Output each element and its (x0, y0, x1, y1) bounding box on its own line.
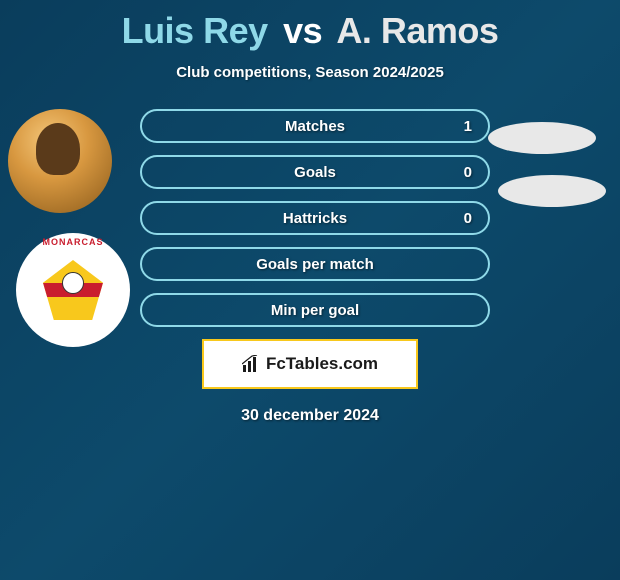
stats-bars: Matches 1 Goals 0 Hattricks 0 Goals per … (140, 109, 490, 327)
bar-chart-icon (242, 355, 260, 373)
stat-row-hattricks: Hattricks 0 (140, 201, 490, 235)
date-text: 30 december 2024 (0, 407, 620, 425)
player2-stat-ellipse (498, 175, 606, 207)
stat-label: Goals (294, 164, 336, 181)
stat-label: Hattricks (283, 210, 347, 227)
stat-row-min-per-goal: Min per goal (140, 293, 490, 327)
fctables-logo[interactable]: FcTables.com (202, 339, 418, 389)
stat-row-goals-per-match: Goals per match (140, 247, 490, 281)
stat-pill: Goals per match (140, 247, 490, 281)
stat-row-matches: Matches 1 (140, 109, 490, 143)
stat-value: 1 (464, 118, 472, 135)
player2-stat-ellipse (488, 122, 596, 154)
comparison-title: Luis Rey vs A. Ramos (0, 0, 620, 52)
stat-value: 0 (464, 164, 472, 181)
stat-label: Goals per match (256, 256, 374, 273)
player2-name: A. Ramos (336, 10, 498, 51)
stat-row-goals: Goals 0 (140, 155, 490, 189)
player1-name: Luis Rey (122, 10, 268, 51)
badge-ball-icon (62, 272, 84, 294)
vs-text: vs (283, 10, 322, 51)
stat-pill: Min per goal (140, 293, 490, 327)
stat-pill: Hattricks 0 (140, 201, 490, 235)
stat-value: 0 (464, 210, 472, 227)
badge-arc-text: MONARCAS (16, 237, 130, 247)
avatars-column: MONARCAS (8, 109, 128, 347)
player2-club-badge: MONARCAS (16, 233, 130, 347)
logo-text: FcTables.com (266, 354, 378, 374)
stat-label: Matches (285, 118, 345, 135)
stat-pill: Goals 0 (140, 155, 490, 189)
subtitle: Club competitions, Season 2024/2025 (0, 64, 620, 81)
player1-avatar (8, 109, 112, 213)
stat-label: Min per goal (271, 302, 359, 319)
stat-pill: Matches 1 (140, 109, 490, 143)
badge-shield (43, 260, 103, 320)
